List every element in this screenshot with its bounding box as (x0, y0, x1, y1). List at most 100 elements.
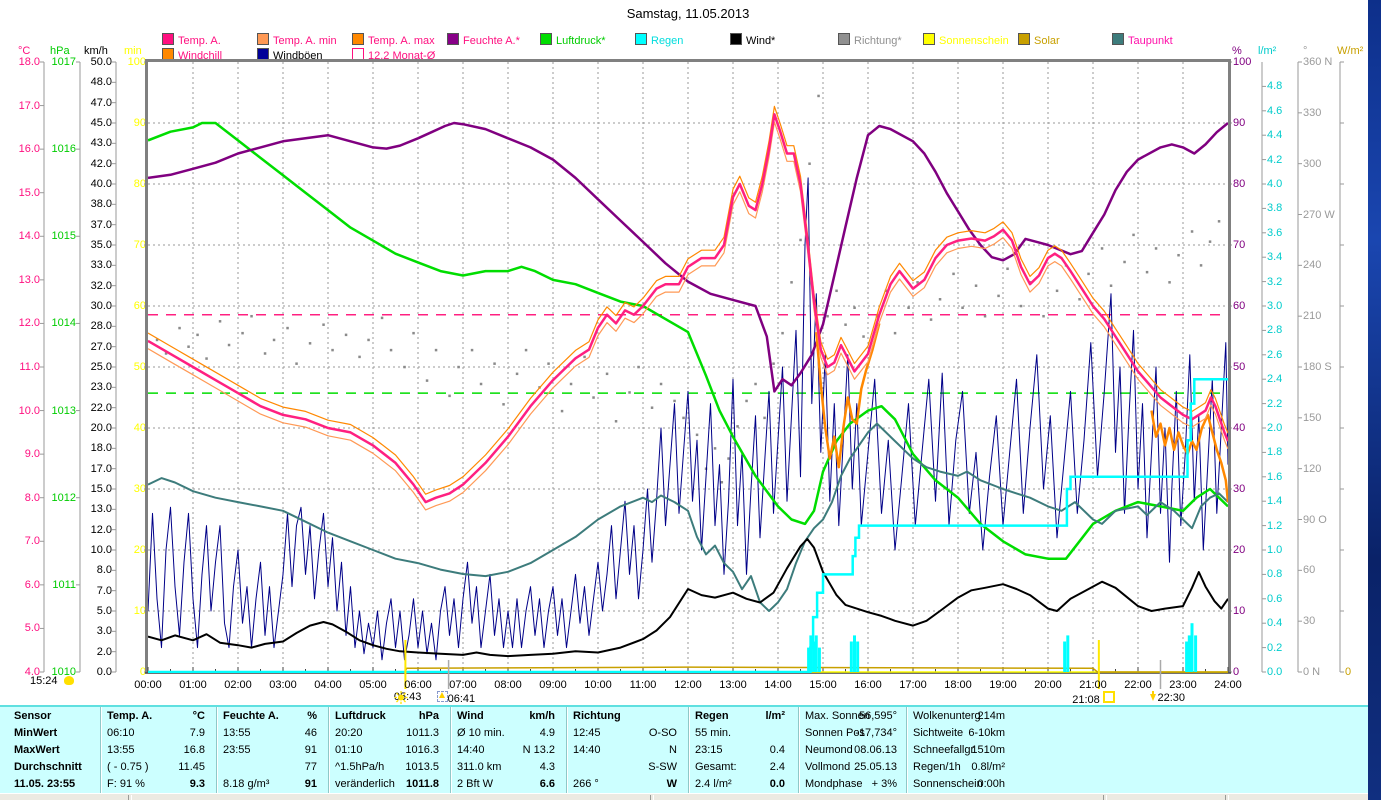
tick-label-C: 8.0 (24, 491, 40, 504)
table-cell: + 3% (871, 778, 897, 790)
table-row: 23:55 91 (223, 744, 317, 759)
series-dot-richtung (583, 355, 586, 359)
tick-label-kmh: 13.0 (90, 503, 112, 516)
series-dot-richtung (907, 306, 910, 309)
series-temp_a (148, 113, 1228, 504)
moonset-icon (1149, 691, 1158, 701)
series-dot-richtung (659, 382, 663, 386)
table-cell: 1011.8 (405, 778, 439, 790)
series-dot-richtung (196, 333, 199, 337)
hour-label: 23:00 (1169, 679, 1197, 691)
series-dot-richtung (457, 365, 460, 369)
legend-label: Temp. A. max (368, 35, 435, 47)
legend-label: Regen (651, 35, 684, 47)
tick-label-: 180 S (1303, 361, 1332, 373)
tick-label-kmh: 7.0 (96, 584, 112, 597)
table-cell: 2 Bft W (457, 778, 494, 790)
tick-label-kmh: 15.0 (90, 483, 112, 495)
series-dot-richtung (1145, 270, 1149, 274)
series-dot-richtung (1132, 233, 1135, 237)
legend-swatch (540, 33, 552, 45)
tick-label-lm: 3.8 (1267, 202, 1283, 215)
series-dot-richtung (826, 314, 829, 318)
series-dot-richtung (380, 316, 384, 320)
tick-label-min: 0 (139, 666, 146, 678)
tick-label-C: 16.0 (18, 143, 40, 156)
tick-label-lm: 1.2 (1267, 519, 1283, 532)
series-dot-richtung (592, 396, 595, 399)
table-cell: Regen/1h (913, 761, 961, 773)
table-cell: 0:00h (977, 778, 1005, 790)
table-cell: 4.3 (539, 761, 555, 773)
table-cell: 20:20 (335, 727, 363, 739)
series-dot-richtung (164, 352, 168, 355)
tick-label-min: 40 (133, 422, 146, 434)
tick-label-: 60 (1303, 564, 1316, 577)
table-cell: 14:40 (573, 744, 601, 756)
table-column-luftdruck: Luftdruck hPa 20:20 1011.3 01:10 1016.3 ^1.5hP… (328, 707, 445, 795)
table-cell: 55 min. (695, 727, 732, 739)
tick-label-lm: 3.6 (1267, 226, 1283, 239)
legend-item-wind-: Wind* (730, 33, 775, 47)
tick-label-min: 100 (127, 56, 146, 68)
series-feuchte (148, 121, 1228, 393)
table-row: ( - 0.75 ) 11.45 (107, 761, 205, 776)
table-row: Vollmond 25.05.13 (805, 761, 897, 776)
table-cell: Feuchte A. (223, 710, 279, 722)
event-marker-sunset: 21:08 (1072, 691, 1115, 706)
tick-label-: 120 (1303, 462, 1322, 475)
series-windchill (1150, 410, 1228, 503)
legend-item-luftdruck-: Luftdruck* (540, 33, 606, 47)
tick-label-Wm: 0 (1345, 666, 1352, 678)
series-dot-richtung (1123, 260, 1126, 264)
table-cell: 01:10 (335, 744, 363, 756)
table-cell: Ø 10 min. (457, 727, 505, 739)
series-dot-richtung (884, 289, 888, 293)
series-dot-richtung (929, 318, 933, 321)
series-dot-richtung (227, 343, 231, 347)
series-dot-richtung (263, 352, 267, 355)
tick-label-C: 13.0 (18, 273, 40, 286)
series-dot-richtung (502, 403, 505, 406)
hour-label: 03:00 (269, 679, 297, 691)
tick-label-C: 6.0 (24, 578, 40, 591)
table-row: F: 91 % 9.3 (107, 778, 205, 793)
hour-label: 16:00 (854, 679, 882, 691)
tick-label-: 70 (1233, 239, 1246, 251)
series-dot-richtung (781, 331, 784, 335)
table-cell: Schneefallgr (913, 744, 975, 756)
axis-header-min: min (124, 45, 142, 57)
table-cell: Wind (457, 710, 484, 722)
series-dot-richtung (893, 331, 897, 335)
tick-label-C: 18.0 (18, 56, 40, 68)
tick-label-hPa: 1016 (51, 143, 76, 156)
table-cell: 11.05. 23:55 (14, 778, 76, 790)
series-dot-richtung (1177, 253, 1180, 257)
table-cell: 1011.3 (406, 727, 439, 739)
event-marker-moonrise: 06:41 (436, 691, 475, 705)
series-dot-richtung (605, 372, 609, 376)
table-row: Neumond 08.06.13 (805, 744, 897, 759)
plot-grid (148, 62, 1228, 672)
tick-label-min: 50 (133, 361, 146, 373)
table-cell: 311.0 km (457, 761, 502, 773)
table-row: 23:15 0.4 (695, 744, 785, 759)
legend-label: Temp. A. min (273, 35, 337, 47)
table-row: Sonnenschein 0:00h (913, 778, 1005, 793)
table-row: Ø 10 min. 4.9 (457, 727, 555, 742)
table-row: 06:10 7.9 (107, 727, 205, 742)
table-row: Wind km/h (457, 710, 555, 725)
legend-swatch (352, 33, 364, 45)
table-cell: km/h (529, 710, 555, 722)
legend-swatch (162, 33, 174, 45)
tick-label-hPa: 1014 (51, 317, 76, 330)
series-dot-richtung (745, 399, 748, 403)
hour-label: 12:00 (674, 679, 702, 691)
series-dot-richtung (187, 345, 190, 348)
tick-label-kmh: 42.0 (90, 157, 112, 170)
series-wind (148, 538, 1228, 658)
legend-item-feuchte-a-: Feuchte A.* (447, 33, 520, 47)
table-cell: 13:55 (223, 727, 251, 739)
tick-label-kmh: 10.0 (90, 544, 112, 556)
